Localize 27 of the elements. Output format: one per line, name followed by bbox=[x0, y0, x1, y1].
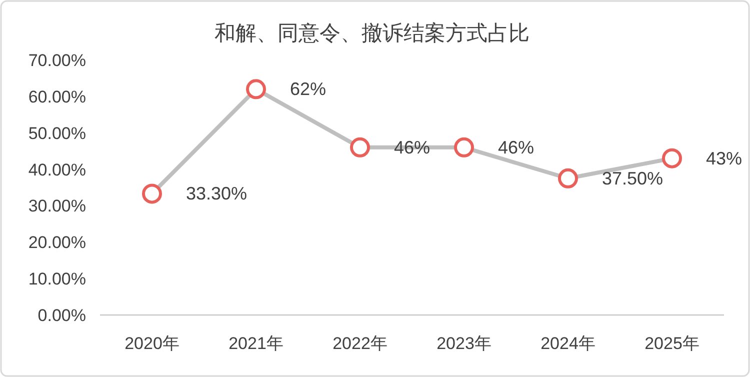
y-tick-label: 70.00% bbox=[28, 51, 86, 70]
x-tick-label: 2022年 bbox=[332, 334, 388, 353]
x-tick-label: 2025年 bbox=[644, 334, 700, 353]
point bbox=[350, 137, 370, 158]
y-tick-label: 60.00% bbox=[28, 87, 86, 106]
point bbox=[558, 168, 578, 188]
data-label: 46% bbox=[394, 137, 430, 158]
data-label: 37.50% bbox=[602, 168, 664, 188]
y-tick-label: 50.00% bbox=[28, 124, 86, 143]
y-tick-label: 40.00% bbox=[28, 160, 86, 180]
point bbox=[246, 79, 266, 100]
y-tick-label: 0.00% bbox=[38, 306, 86, 325]
data-label: 46% bbox=[498, 137, 534, 158]
y-tick-label: 30.00% bbox=[28, 196, 86, 216]
data-label: 33.30% bbox=[186, 184, 248, 204]
x-tick-label: 2021年 bbox=[228, 334, 284, 353]
data-label: 43% bbox=[706, 148, 742, 168]
chart-title: 和解、同意令、撤诉结案方式占比 bbox=[214, 21, 530, 45]
point bbox=[662, 148, 682, 168]
x-tick-label: 2023年 bbox=[436, 334, 492, 353]
data-label: 62% bbox=[290, 79, 326, 100]
x-tick-label: 2020年 bbox=[124, 334, 180, 353]
y-tick-label: 10.00% bbox=[28, 270, 86, 289]
y-tick-label: 20.00% bbox=[28, 233, 86, 252]
point bbox=[142, 184, 162, 204]
point bbox=[454, 137, 474, 158]
x-tick-label: 2024年 bbox=[540, 334, 596, 353]
